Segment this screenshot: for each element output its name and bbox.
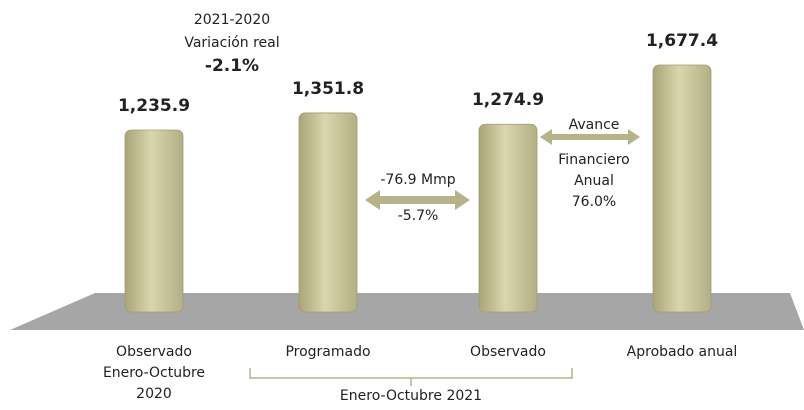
bar [298,112,358,313]
difference-arrow [365,190,470,210]
variation-note: Variación real [184,35,280,51]
difference-note: -5.7% [397,208,439,224]
value-label: 1,235.9 [117,96,191,116]
variation-note: -2.1% [204,56,260,76]
progress-arrow [540,129,640,145]
bracket [249,368,573,386]
difference-note: -76.9 Mmp [380,172,456,188]
floor [10,293,804,330]
progress-note: Financiero [558,152,630,168]
category-label: Observado Enero-Octubre 2020 [102,344,206,402]
progress-note: Anual [574,173,614,189]
value-label: 1,351.8 [291,78,365,99]
bar [124,129,184,313]
category-label: Programado [285,344,371,360]
variation-note: 2021-2020 [193,12,271,28]
progress-note: 76.0% [571,194,617,210]
arrows [365,129,640,210]
group-label: Enero-Octubre 2021 [339,388,483,404]
bar [652,64,712,313]
progress-note: Avance [568,117,620,133]
category-label: Observado [470,344,546,360]
value-label: 1,274.9 [471,90,545,111]
value-label: 1,677.4 [645,31,719,51]
category-label: Aprobado anual [626,344,738,360]
bar [478,123,538,313]
